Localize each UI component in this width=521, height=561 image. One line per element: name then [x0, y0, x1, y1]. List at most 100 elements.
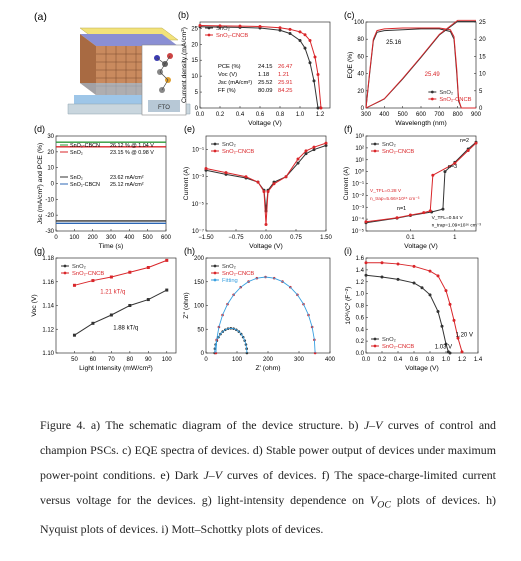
x-tick-label-e: 0.75 — [290, 235, 302, 241]
chart-f-marks: (f) 0.1 1 10⁻⁵ 10⁻⁴ 10⁻³ 10⁻² 10⁻¹ 10⁰ 10¹ 10² 10³ V… — [343, 124, 481, 250]
annotation-c-cncb: 25.49 — [425, 72, 441, 78]
series-point-b-cncb — [288, 27, 292, 31]
series-point-f-sno2 — [443, 170, 447, 174]
series-point-e-cncb — [204, 167, 208, 171]
layer-perovskite-side — [80, 34, 96, 95]
legend-label-d: SnO₂-CBCN — [70, 182, 100, 188]
series-line-b-cncb — [199, 25, 322, 109]
y-tick-label-h: 200 — [194, 256, 205, 262]
table-row-name-b: FF (%) — [218, 88, 236, 94]
series-point-b-cncb — [308, 38, 312, 42]
legend-marker-f — [373, 149, 377, 153]
series-point-b-cncb — [278, 26, 282, 30]
series-point-b-cncb — [238, 24, 242, 28]
molecule-zoom: FTO — [141, 44, 187, 116]
x-tick-label-d: 500 — [143, 235, 154, 241]
panel-label-g: (g) — [34, 246, 45, 256]
panel-c: (c)300 400 500 600 700 800 900020406080100Wave… — [344, 10, 486, 127]
y-tick-label-h: 50 — [197, 327, 204, 333]
legend-label-b: SnO₂ — [216, 26, 230, 32]
x-tick-label-i: 0.8 — [426, 357, 435, 363]
y-tick-label-e: 10⁻⁷ — [192, 228, 204, 235]
y2-tick-label-c: 20 — [479, 37, 486, 43]
series-point-b-cncb — [303, 33, 307, 37]
x-tick-label-h: 400 — [325, 357, 336, 363]
chart-e-marks: (e) −1.50 −0.75 0.00 0.75 1.50 10⁻⁷ 10⁻⁵ 10⁻³ 10⁻… — [183, 124, 332, 250]
series-point-i-cncb — [428, 269, 432, 273]
series-point-e-sno2 — [324, 143, 328, 147]
series-point-e-cncb — [224, 171, 228, 175]
y-tick-label-h: 100 — [194, 304, 205, 310]
series-point-i-sno2 — [380, 275, 384, 279]
series-point-e-cncb — [262, 190, 266, 194]
caption-voc: VOC — [369, 493, 391, 510]
x-tick-label-h: 200 — [263, 357, 274, 363]
y-tick-label-i: 0.4 — [356, 327, 365, 333]
y-tick-label-g: 1.14 — [42, 304, 54, 310]
x-tick-label-i: 1.2 — [458, 357, 467, 363]
y-axis-label-c: EQE (%) — [347, 52, 354, 79]
caption-voc-v: V — [369, 493, 378, 507]
y-tick-label-b: 15 — [191, 58, 198, 64]
y-tick-label-g: 1.16 — [42, 280, 54, 286]
series-point-f-cncb — [474, 141, 478, 145]
table-cell-sno2-b: 80.09 — [258, 88, 273, 94]
legend-label-i: SnO₂ — [382, 337, 396, 343]
panel-label-h: (h) — [184, 246, 195, 256]
series-point-e-sno2 — [296, 161, 300, 165]
x-tick-label-c: 900 — [471, 112, 482, 118]
legend-label-h: SnO₂ — [222, 264, 236, 270]
x-axis-label-h: Z' (ohm) — [255, 365, 280, 372]
legend-value-d: 26.12 % @ 1.04 V — [110, 143, 154, 149]
y-tick-label-i: 1.0 — [356, 292, 365, 298]
legend-marker-i — [373, 344, 377, 348]
y-tick-label-d: 20 — [47, 150, 54, 156]
x-tick-label-c: 600 — [416, 112, 427, 118]
y-tick-label-f: 10² — [355, 146, 364, 152]
series-point-b-cncb — [319, 106, 323, 110]
series-point-i-sno2 — [396, 277, 400, 281]
y-tick-label-i: 0.8 — [356, 304, 365, 310]
series-point-i-sno2 — [448, 351, 452, 355]
x-tick-label-b: 0.4 — [236, 112, 245, 118]
panel-f: (f) 0.1 1 10⁻⁵ 10⁻⁴ 10⁻³ 10⁻² 10⁻¹ 10⁰ 10¹ 10² 10³ V… — [343, 124, 481, 250]
series-line-e-sno2 — [205, 145, 327, 212]
x-tick-label-i: 0.4 — [394, 357, 403, 363]
table-cell-cncb-b: 84.25 — [278, 88, 293, 94]
y-tick-label-c: 100 — [354, 20, 365, 26]
series-point-f-cncb — [466, 149, 470, 153]
legend-value-d: 25.12 mA/cm² — [110, 182, 144, 188]
fit-line-h — [214, 327, 248, 354]
y-tick-label-b: 0 — [195, 106, 199, 112]
series-point-b-cncb — [258, 24, 262, 28]
legend-marker-c — [430, 90, 434, 94]
series-point-b-sno2 — [298, 38, 302, 42]
series-point-f-cncb — [395, 216, 399, 220]
series-point-i-cncb — [452, 318, 456, 322]
legend-marker-h — [213, 278, 217, 282]
y2-tick-label-c: 5 — [479, 89, 483, 95]
chart-g-marks: (g) 50 60 70 80 90 100 1.10 1.12 1.14 1.16 1.18 Ligh… — [31, 246, 172, 372]
fit-line-g-sno2 — [74, 289, 167, 336]
y-tick-label-i: 0.6 — [356, 315, 365, 321]
x-tick-label-d: 0 — [54, 235, 58, 241]
series-point-i-cncb — [436, 274, 440, 278]
series-point-e-cncb — [264, 223, 268, 227]
series-point-b-sno2 — [312, 79, 316, 83]
annotation-i-cncb: 1.20 V — [456, 332, 473, 338]
y-tick-label-e: 10⁻¹ — [192, 148, 204, 154]
y-tick-label-c: 60 — [357, 54, 364, 60]
x-tick-label-g: 80 — [127, 357, 134, 363]
panel-label-b: (b) — [178, 10, 189, 20]
y-tick-label-i: 1.2 — [356, 280, 365, 286]
series-point-b-cncb — [316, 73, 320, 77]
series-point-e-cncb — [284, 175, 288, 179]
series-point-e-cncb — [324, 141, 328, 145]
y-axis-label-d: Jsc (mA/cm²) and PCE (%) — [37, 143, 44, 225]
legend-label-g: SnO₂ — [72, 264, 86, 270]
table-cell-sno2-b: 24.15 — [258, 64, 273, 70]
series-point-b-cncb — [313, 55, 317, 59]
panel-i: (i) 0.0 0.2 0.4 0.6 0.8 1.0 1.2 1.4 0.0 0.2 0.4 0.6 0… — [344, 246, 483, 372]
x-tick-label-h: 300 — [294, 357, 305, 363]
panel-label-e: (e) — [184, 124, 195, 134]
